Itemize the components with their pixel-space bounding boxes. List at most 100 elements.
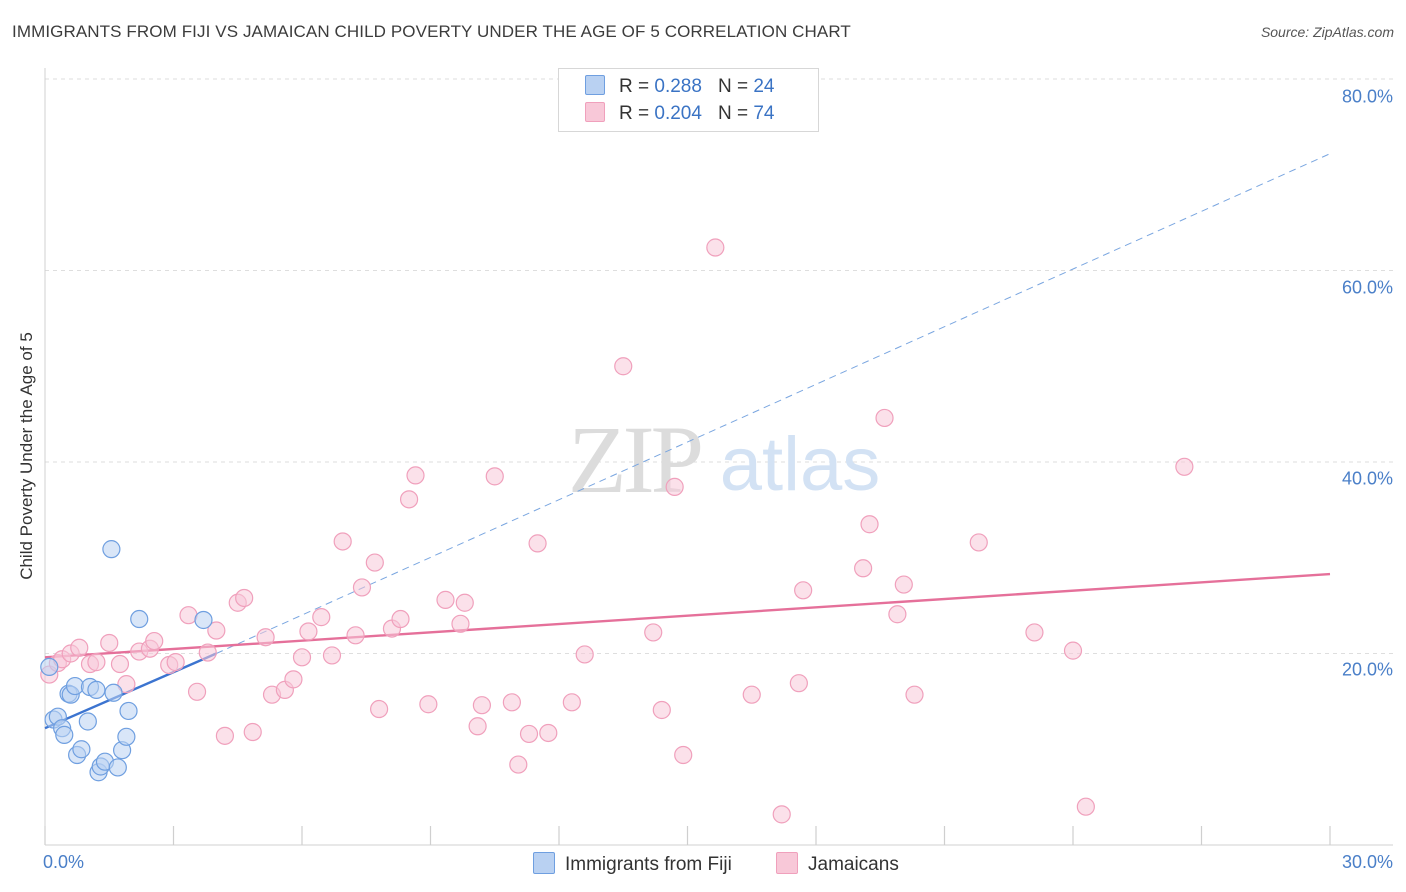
- data-point: [528, 534, 547, 553]
- data-point: [860, 515, 879, 534]
- y-tick-label-40: 40.0%: [1341, 468, 1393, 489]
- data-point: [333, 532, 352, 551]
- bottom-legend-swatch-jamaicans: [776, 852, 798, 874]
- trend-line-1: [44, 572, 1331, 659]
- watermark-atlas: atlas: [720, 422, 881, 507]
- data-point: [243, 722, 262, 742]
- data-point: [207, 621, 226, 640]
- data-point: [117, 727, 136, 746]
- data-point: [40, 657, 59, 677]
- data-point: [198, 643, 217, 662]
- data-point: [406, 466, 425, 485]
- watermark: ZIP atlas: [568, 406, 880, 513]
- data-point: [905, 685, 924, 704]
- bottom-legend-swatch-fiji: [533, 852, 555, 874]
- data-point: [502, 693, 521, 712]
- legend-n-value: 24: [753, 76, 775, 97]
- trend-line-extended-0: [216, 153, 1331, 654]
- data-point: [509, 755, 528, 774]
- legend-n-value: 74: [753, 103, 775, 124]
- legend-swatch-fiji: [585, 75, 605, 95]
- data-point: [772, 805, 791, 824]
- data-point: [789, 674, 808, 693]
- watermark-zip: ZIP: [568, 406, 701, 513]
- legend-row-jamaicans: R = 0.204 N = 74: [585, 102, 774, 126]
- data-point: [436, 590, 455, 609]
- data-point: [102, 540, 121, 559]
- data-point: [1076, 797, 1095, 816]
- data-point: [179, 606, 198, 625]
- data-point: [322, 646, 342, 665]
- data-point: [256, 628, 275, 647]
- y-tick-label-20: 20.0%: [1341, 659, 1393, 680]
- data-point: [365, 553, 384, 572]
- data-point: [166, 653, 185, 672]
- data-point: [706, 238, 725, 257]
- data-point: [451, 614, 470, 633]
- data-points: [40, 238, 1194, 824]
- data-point: [794, 581, 813, 600]
- data-point: [1063, 641, 1083, 660]
- data-point: [644, 623, 663, 642]
- y-tick-label-80: 80.0%: [1341, 86, 1393, 107]
- data-point: [1025, 623, 1044, 642]
- x-tick-label-min: 0.0%: [43, 852, 85, 872]
- data-point: [539, 723, 558, 743]
- y-tick-label-60: 60.0%: [1341, 277, 1393, 298]
- data-point: [370, 699, 389, 719]
- legend-r-value: 0.288: [654, 76, 702, 97]
- data-point: [187, 682, 207, 701]
- y-axis-label: Child Poverty Under the Age of 5: [17, 332, 36, 580]
- data-point: [468, 717, 487, 736]
- legend-row-fiji: R = 0.288 N = 24: [585, 75, 774, 99]
- data-point: [130, 609, 149, 629]
- legend-n-label: N =: [717, 103, 749, 124]
- data-point: [119, 701, 138, 721]
- data-point: [284, 670, 303, 689]
- legend-r-value: 0.204: [654, 103, 702, 124]
- x-tick-label-max: 30.0%: [1341, 852, 1393, 872]
- data-point: [100, 633, 119, 653]
- data-point: [292, 648, 312, 667]
- data-point: [299, 622, 318, 641]
- data-point: [1175, 457, 1194, 476]
- legend: R = 0.288 N = 24 R = 0.204 N = 74: [558, 68, 819, 132]
- data-point: [87, 653, 106, 672]
- source-label: Source: ZipAtlas.com: [1260, 24, 1394, 40]
- data-point: [194, 610, 213, 630]
- bottom-legend-label-fiji: Immigrants from Fiji: [565, 854, 732, 875]
- data-point: [312, 608, 331, 627]
- data-point: [742, 685, 761, 704]
- data-point: [117, 675, 136, 694]
- data-point: [969, 533, 988, 552]
- data-point: [455, 593, 474, 612]
- bottom-legend-jamaicans: Jamaicans: [776, 852, 899, 876]
- grid-lines: [45, 78, 1393, 654]
- data-point: [894, 575, 913, 594]
- data-point: [108, 758, 127, 777]
- bottom-legend-label-jamaicans: Jamaicans: [808, 854, 899, 875]
- data-point: [875, 408, 894, 428]
- legend-n-label: N =: [717, 76, 749, 97]
- legend-swatch-jamaicans: [585, 102, 605, 122]
- data-point: [87, 680, 106, 699]
- axes: [44, 68, 1393, 846]
- data-point: [614, 357, 633, 376]
- data-point: [215, 726, 234, 745]
- legend-r-label: R =: [619, 76, 650, 97]
- data-point: [562, 693, 581, 712]
- data-point: [145, 631, 164, 651]
- data-point: [346, 626, 365, 645]
- data-point: [472, 696, 491, 715]
- bottom-legend-fiji: Immigrants from Fiji: [533, 852, 732, 876]
- data-point: [399, 490, 419, 509]
- data-point: [72, 740, 91, 759]
- data-point: [652, 700, 671, 720]
- data-point: [575, 645, 594, 664]
- data-point: [55, 725, 74, 744]
- data-point: [888, 605, 907, 624]
- data-point: [235, 588, 254, 608]
- data-point: [419, 695, 438, 714]
- data-point: [485, 467, 504, 486]
